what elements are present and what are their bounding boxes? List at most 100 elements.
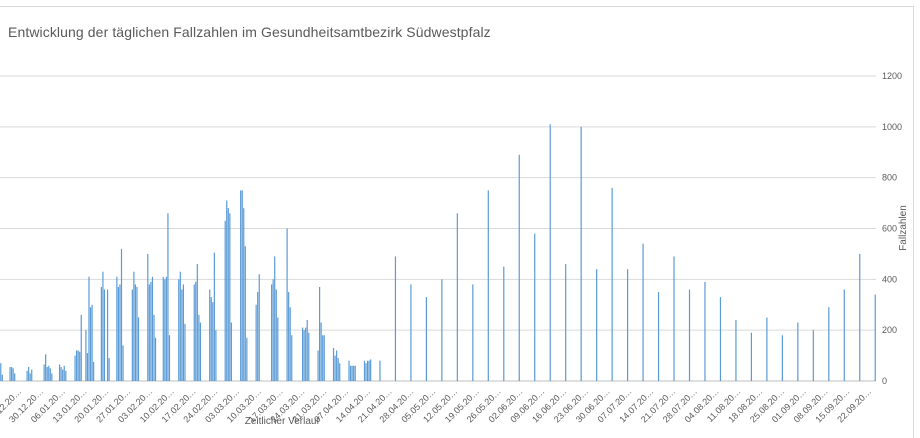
bar xyxy=(657,292,660,381)
bar xyxy=(77,350,79,381)
bar xyxy=(108,358,110,382)
bar xyxy=(29,373,31,382)
chart-title: Entwicklung der täglichen Fallzahlen im … xyxy=(8,24,491,40)
bar xyxy=(812,330,814,381)
bar xyxy=(337,358,339,382)
bar xyxy=(210,297,212,382)
bar xyxy=(106,289,109,381)
y-tick-label: 0 xyxy=(882,376,887,386)
y-axis-ticks: 0 200 400 600 800 1000 1200 xyxy=(882,71,902,386)
bar xyxy=(226,200,228,381)
bar xyxy=(272,279,274,381)
bar xyxy=(134,284,137,381)
bar xyxy=(46,367,48,381)
bar xyxy=(168,335,171,381)
bar xyxy=(178,279,180,381)
bar xyxy=(58,364,61,381)
bar xyxy=(766,317,768,381)
bar xyxy=(1,374,3,381)
bar xyxy=(291,335,293,381)
bar xyxy=(334,355,336,381)
bar xyxy=(179,271,181,381)
bar xyxy=(88,276,90,381)
bar xyxy=(117,286,119,381)
bar xyxy=(162,276,164,381)
bar xyxy=(244,246,246,381)
bars xyxy=(0,124,876,382)
bar xyxy=(116,276,118,381)
bar xyxy=(580,126,582,381)
bar xyxy=(102,271,104,381)
bar xyxy=(150,281,152,382)
bar xyxy=(26,370,28,381)
bar xyxy=(277,317,279,381)
bar xyxy=(320,322,322,381)
bar xyxy=(441,279,443,381)
bar xyxy=(103,289,106,381)
bar xyxy=(151,276,154,381)
bar xyxy=(153,314,155,381)
bar xyxy=(719,297,722,382)
bar xyxy=(229,213,231,381)
bar xyxy=(167,213,169,381)
bar xyxy=(549,124,551,381)
bar xyxy=(213,252,215,381)
bar xyxy=(503,266,505,382)
bar xyxy=(301,327,304,382)
bar xyxy=(410,284,412,381)
bar xyxy=(76,350,78,381)
bar xyxy=(257,292,259,381)
bar xyxy=(306,320,308,381)
bar xyxy=(85,330,87,381)
y-tick-label: 600 xyxy=(882,224,897,234)
bar xyxy=(147,253,149,381)
bar xyxy=(565,264,567,381)
bar xyxy=(93,361,95,381)
bar xyxy=(487,190,489,382)
bar xyxy=(626,269,629,381)
bar xyxy=(230,322,232,381)
bar xyxy=(339,363,341,381)
bar xyxy=(246,337,248,381)
bar xyxy=(120,248,123,381)
bar xyxy=(212,302,214,381)
bar xyxy=(425,297,427,382)
y-axis-title: Fallzahlen xyxy=(898,205,909,251)
bar xyxy=(704,281,706,382)
bar xyxy=(368,360,370,381)
bar xyxy=(86,353,89,381)
bar xyxy=(673,256,675,381)
gridlines xyxy=(0,75,876,382)
bar xyxy=(62,369,64,381)
bar xyxy=(308,332,310,381)
bar xyxy=(611,187,613,381)
bar xyxy=(332,347,335,381)
bar xyxy=(12,368,14,381)
bar xyxy=(148,284,150,381)
bar xyxy=(379,360,381,381)
bar xyxy=(288,292,290,381)
bar xyxy=(274,256,276,381)
bar xyxy=(370,359,372,381)
bar xyxy=(79,351,81,381)
bar xyxy=(43,364,45,381)
bar xyxy=(258,274,260,381)
bar xyxy=(122,345,124,381)
bar xyxy=(51,373,53,382)
bar xyxy=(48,365,50,381)
bar xyxy=(164,279,166,381)
bar xyxy=(874,294,876,381)
bar xyxy=(165,276,167,381)
bar xyxy=(14,373,16,382)
bar xyxy=(394,256,397,381)
bar xyxy=(781,335,783,381)
bar xyxy=(317,350,319,381)
bar xyxy=(319,286,321,381)
bar xyxy=(74,355,76,381)
bar xyxy=(80,314,82,381)
bar xyxy=(828,307,830,381)
y-tick-label: 800 xyxy=(882,173,897,183)
bar xyxy=(353,365,355,381)
bar xyxy=(305,327,307,382)
